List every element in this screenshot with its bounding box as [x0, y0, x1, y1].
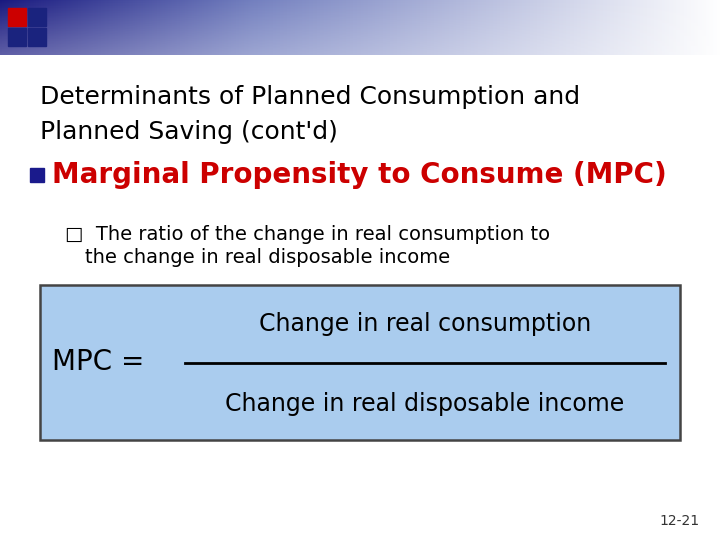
- Text: Determinants of Planned Consumption and: Determinants of Planned Consumption and: [40, 85, 580, 109]
- Text: Change in real consumption: Change in real consumption: [259, 313, 591, 336]
- Text: Marginal Propensity to Consume (MPC): Marginal Propensity to Consume (MPC): [52, 161, 667, 189]
- Bar: [28, 28, 46, 46]
- Bar: [8, 28, 26, 46]
- Text: MPC =: MPC =: [52, 348, 145, 376]
- Text: the change in real disposable income: the change in real disposable income: [85, 248, 450, 267]
- Text: 12-21: 12-21: [660, 514, 700, 528]
- Bar: [8, 8, 26, 26]
- Text: □  The ratio of the change in real consumption to: □ The ratio of the change in real consum…: [65, 225, 550, 244]
- Text: Change in real disposable income: Change in real disposable income: [225, 393, 625, 416]
- Bar: [28, 8, 46, 26]
- Bar: [30, 168, 44, 182]
- Text: Planned Saving (cont'd): Planned Saving (cont'd): [40, 120, 338, 144]
- FancyBboxPatch shape: [40, 285, 680, 440]
